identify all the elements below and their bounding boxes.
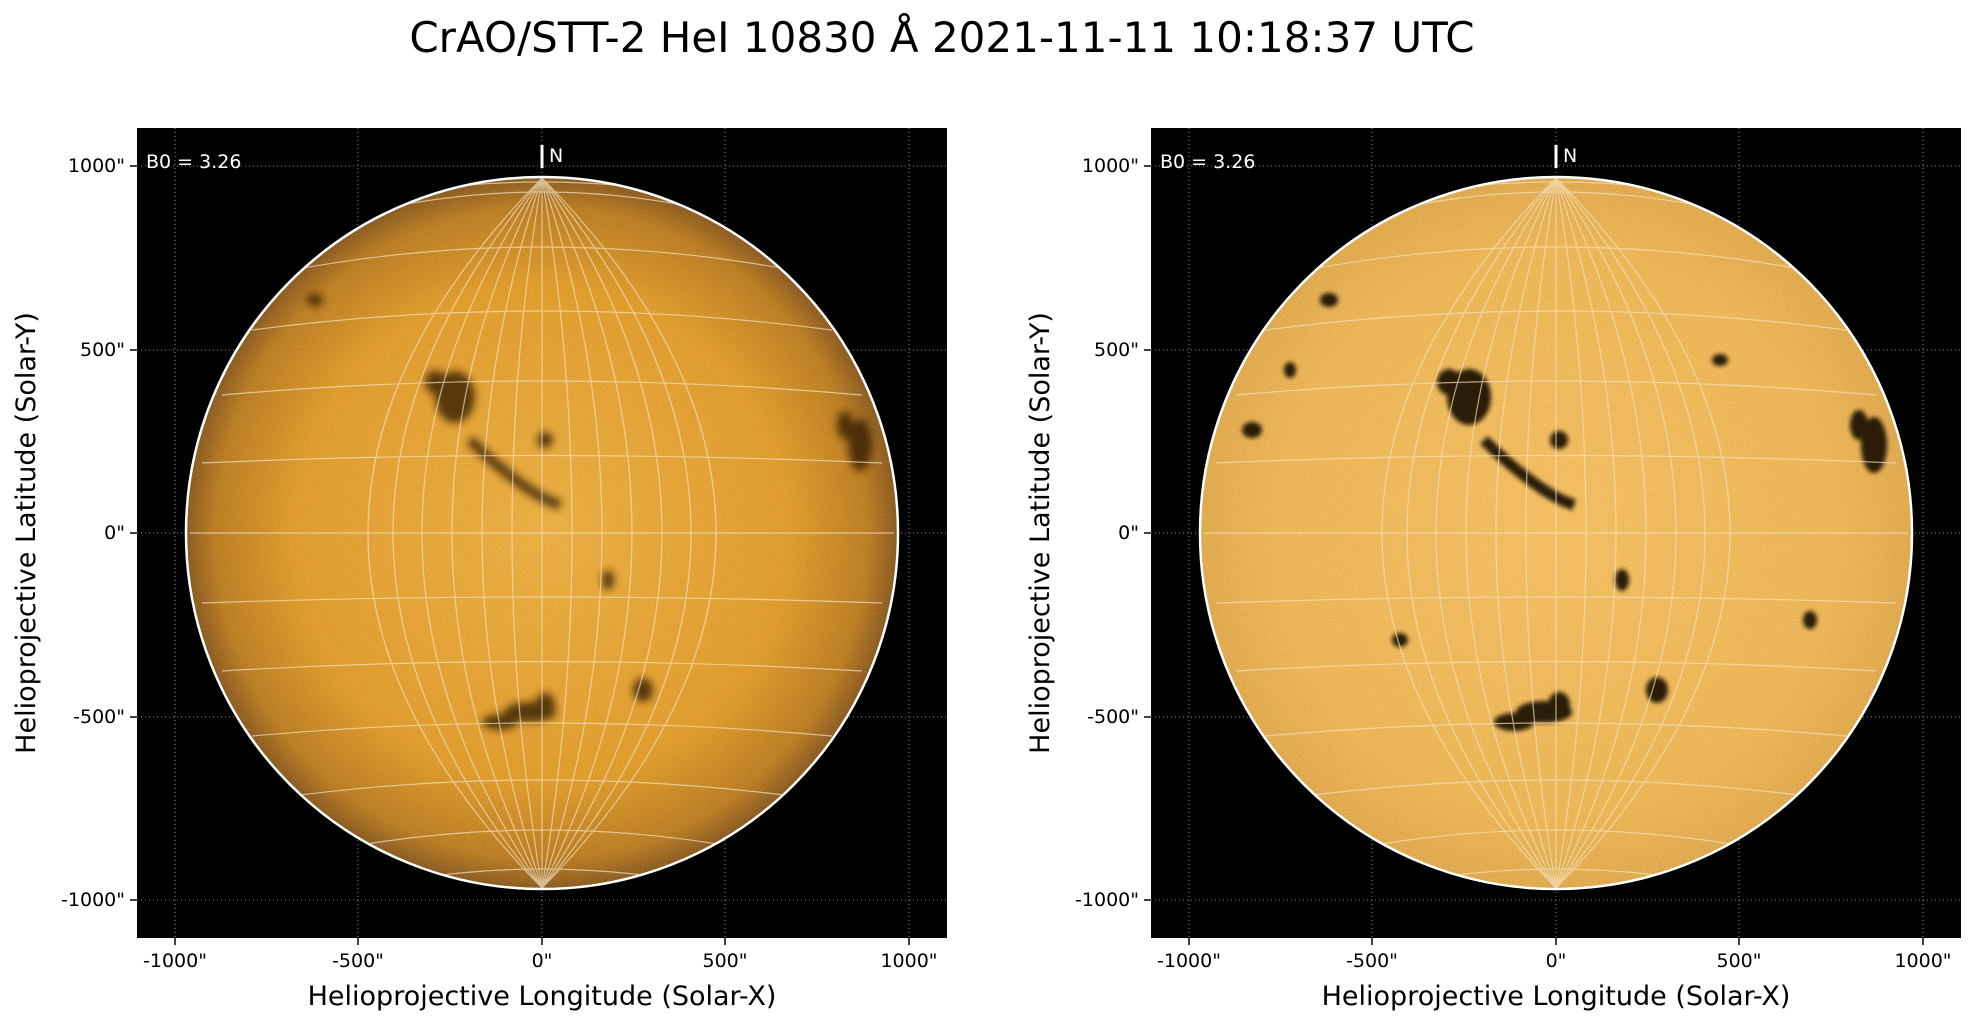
right-y-axis-label: Helioprojective Latitude (Solar-Y) <box>1025 312 1056 754</box>
figure-title: CrAO/STT-2 HeI 10830 Å 2021-11-11 10:18:… <box>409 12 1474 62</box>
left-ytick-label: 0" <box>104 522 125 544</box>
left-north-label: N <box>549 145 563 167</box>
left-xtick-label: 1000" <box>880 950 937 972</box>
right-ytick-label: 500" <box>1094 339 1139 361</box>
right-x-axis-label: Helioprojective Longitude (Solar-X) <box>1322 981 1791 1012</box>
left-limb <box>184 175 900 891</box>
right-ytick-label: -1000" <box>1075 889 1139 911</box>
left-heliographic-grid <box>190 177 894 889</box>
left-ticks <box>130 165 910 945</box>
left-dark-filaments <box>307 294 872 730</box>
right-xtick-label: 1000" <box>1894 950 1951 972</box>
right-panel: N B0 = 3.26 -1000" -500" 0" 500" 1000" 1… <box>1025 128 1961 1012</box>
right-ytick-label: 1000" <box>1082 155 1139 177</box>
left-b0-label: B0 = 3.26 <box>146 151 241 173</box>
right-ytick-label: -500" <box>1087 706 1139 728</box>
right-limb <box>1198 175 1914 891</box>
right-xtick-label: 500" <box>1716 950 1761 972</box>
right-ytick-label: 0" <box>1118 522 1139 544</box>
right-xtick-label: 0" <box>1546 950 1567 972</box>
right-xtick-label: -1000" <box>1157 950 1221 972</box>
left-ytick-label: 1000" <box>68 155 125 177</box>
right-b0-label: B0 = 3.26 <box>1160 151 1255 173</box>
left-xtick-label: 0" <box>532 950 553 972</box>
left-panel: N B0 = 3.26 -1000" -500" 0" 500" 1000" 1… <box>11 128 947 1012</box>
left-xtick-label: 500" <box>702 950 747 972</box>
left-ytick-label: 500" <box>80 339 125 361</box>
right-north-label: N <box>1563 145 1577 167</box>
left-x-axis-label: Helioprojective Longitude (Solar-X) <box>308 981 777 1012</box>
right-ticks <box>1144 165 1924 945</box>
left-ytick-label: -1000" <box>61 889 125 911</box>
left-y-axis-label: Helioprojective Latitude (Solar-Y) <box>11 312 42 754</box>
left-ytick-label: -500" <box>73 706 125 728</box>
right-xtick-label: -500" <box>1346 950 1398 972</box>
left-xtick-label: -1000" <box>143 950 207 972</box>
left-xtick-label: -500" <box>332 950 384 972</box>
